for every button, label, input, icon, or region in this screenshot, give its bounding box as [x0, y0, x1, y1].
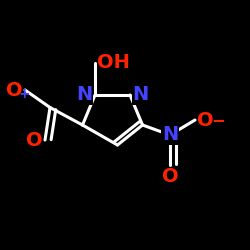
Text: O: O [198, 110, 214, 130]
Text: O: O [6, 80, 22, 100]
Text: N: N [162, 126, 178, 144]
Text: O: O [162, 168, 178, 186]
Text: N: N [76, 86, 92, 104]
Text: −: − [211, 111, 225, 129]
Text: +: + [19, 87, 30, 101]
Text: O: O [26, 130, 42, 150]
Text: OH: OH [98, 53, 130, 72]
Text: N: N [132, 86, 149, 104]
